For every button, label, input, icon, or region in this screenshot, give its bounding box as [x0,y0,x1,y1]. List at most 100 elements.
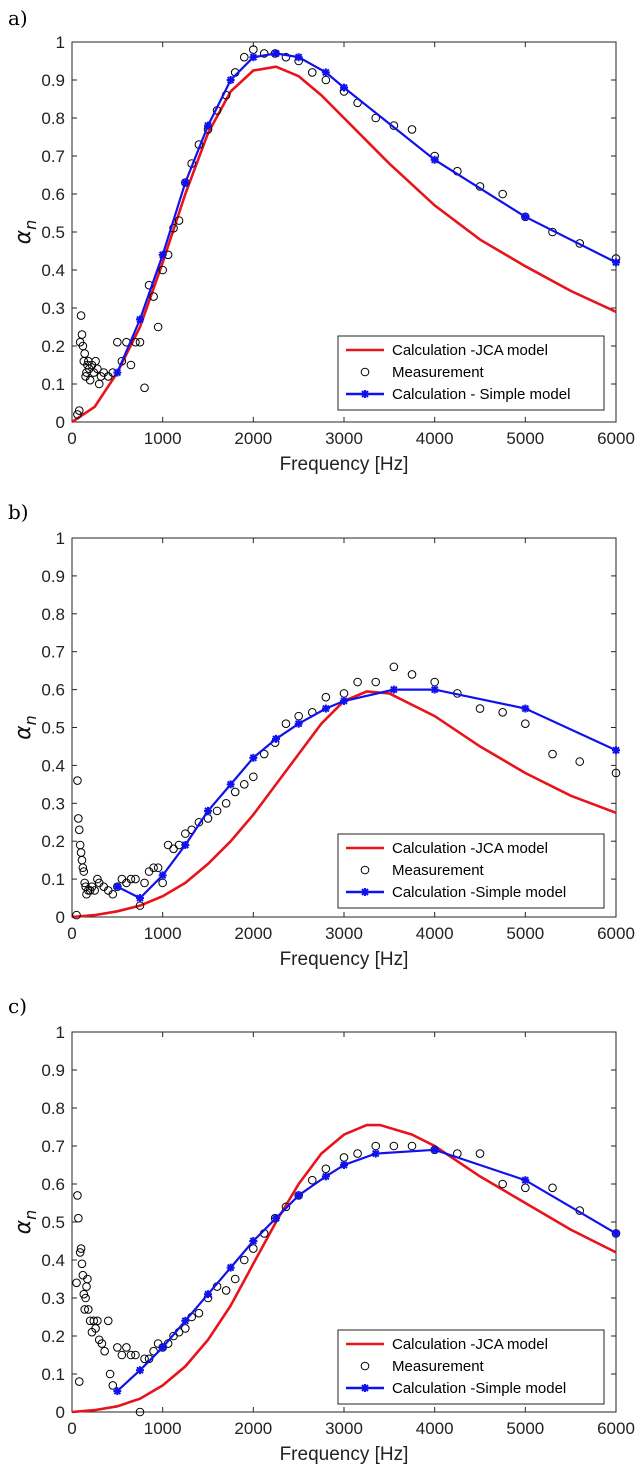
data-point [75,840,85,850]
legend-label: Calculation -JCA model [392,840,548,857]
data-point [194,1308,204,1318]
data-point [126,1350,136,1360]
data-marker [321,704,330,713]
y-tick-label: 0.8 [41,605,65,624]
y-tick-label: 0.3 [41,1289,65,1308]
data-point [80,878,89,888]
y-axis-label: αn [11,220,40,245]
x-tick-label: 1000 [144,1419,182,1438]
data-point [174,216,184,225]
data-marker [321,1172,330,1181]
legend-label: Measurement [392,364,485,381]
data-point [76,311,86,320]
y-axis-label-symbol: α [11,725,36,740]
y-tick-label: 0.1 [41,1365,65,1384]
x-axis-label: Frequency [Hz] [280,454,409,475]
data-point [80,1305,89,1314]
data-marker [204,121,212,130]
data-point [131,874,140,884]
data-point [259,49,269,58]
x-tick-label: 5000 [506,1419,544,1438]
data-marker [136,315,144,324]
marker-stroke [430,685,439,694]
data-point [153,863,163,873]
data-point [126,360,136,370]
data-point [74,406,84,415]
y-tick-label: 0.1 [41,375,65,394]
data-point [74,1377,84,1386]
y-tick-label: 0.1 [41,870,65,889]
legend-label: Calculation -Simple model [392,884,566,901]
marker-stroke [340,697,348,705]
x-tick-label: 6000 [597,924,635,943]
data-point [72,910,81,920]
y-tick-label: 0.5 [41,223,65,242]
legend-item: Calculation -Simple model [346,1380,566,1397]
data-point [339,689,349,698]
data-marker [181,178,190,187]
data-marker [612,258,620,267]
x-axis-ticks: 0 1000 2000 3000 4000 5000 6000 [67,1032,635,1438]
data-point [90,886,99,895]
data-point [126,874,136,884]
data-point [140,383,149,393]
y-tick-label: 0.2 [41,337,65,356]
x-tick-label: 2000 [234,1419,272,1438]
legend-item: Calculation -JCA model [346,342,548,359]
data-point [575,757,585,766]
data-marker [294,719,303,728]
y-tick-label: 0 [56,413,65,432]
data-point [281,52,291,62]
legend-label: Measurement [392,1358,485,1375]
marker-stroke [521,1176,530,1184]
marker-stroke [272,735,280,743]
marker-stroke [294,720,303,728]
data-point [239,1255,249,1265]
marker-stroke [430,1146,439,1154]
data-point [149,863,158,873]
marker-stroke [158,871,167,880]
y-axis-label: αn [11,1210,40,1235]
data-point [249,1244,258,1253]
data-point [78,863,88,873]
y-axis-label-symbol: α [11,229,36,244]
y-axis-label-symbol: α [11,1219,36,1234]
legend-label: Calculation -JCA model [392,342,548,359]
marker-stroke [226,76,235,84]
y-tick-label: 0.3 [41,299,65,318]
data-point [307,68,317,77]
data-point [498,189,507,199]
data-point [475,704,485,713]
x-tick-label: 4000 [416,1419,454,1438]
legend-item: Calculation -JCA model [346,1336,548,1353]
y-tick-label: 0.7 [41,643,65,662]
legend-box [337,1329,605,1405]
data-point [140,878,149,888]
data-marker [113,1387,122,1396]
marker-stroke [361,390,369,398]
data-marker [158,871,167,880]
data-point [407,670,417,679]
y-axis-ticks: 0 0.1 0.2 0.3 0.4 0.5 0.6 0.7 0.8 0.9 1 [41,529,616,927]
series-line-marker [113,49,620,377]
series-line [71,65,617,424]
data-point [548,749,557,759]
y-tick-label: 1 [56,33,65,52]
data-marker [371,1149,380,1158]
y-tick-label: 0.9 [41,71,65,90]
legend-item: Calculation - Simple model [346,386,570,403]
y-tick-label: 0.2 [41,832,65,851]
y-tick-label: 0.5 [41,719,65,738]
series-scatter [72,662,621,920]
data-point [82,1282,91,1291]
data-marker [521,704,530,713]
chart-panel-b: b) 0 0.1 0.2 0.3 0.4 0.5 0.6 0.7 0.8 0.9 1 0 1000 200… [0,490,639,980]
legend-item: Measurement [360,862,485,879]
y-axis-label-subscript: n [21,715,40,725]
data-point [75,1248,85,1257]
data-marker [521,212,530,221]
data-point [407,125,417,134]
data-point [281,719,291,729]
data-marker [226,76,235,84]
data-marker [136,894,144,903]
